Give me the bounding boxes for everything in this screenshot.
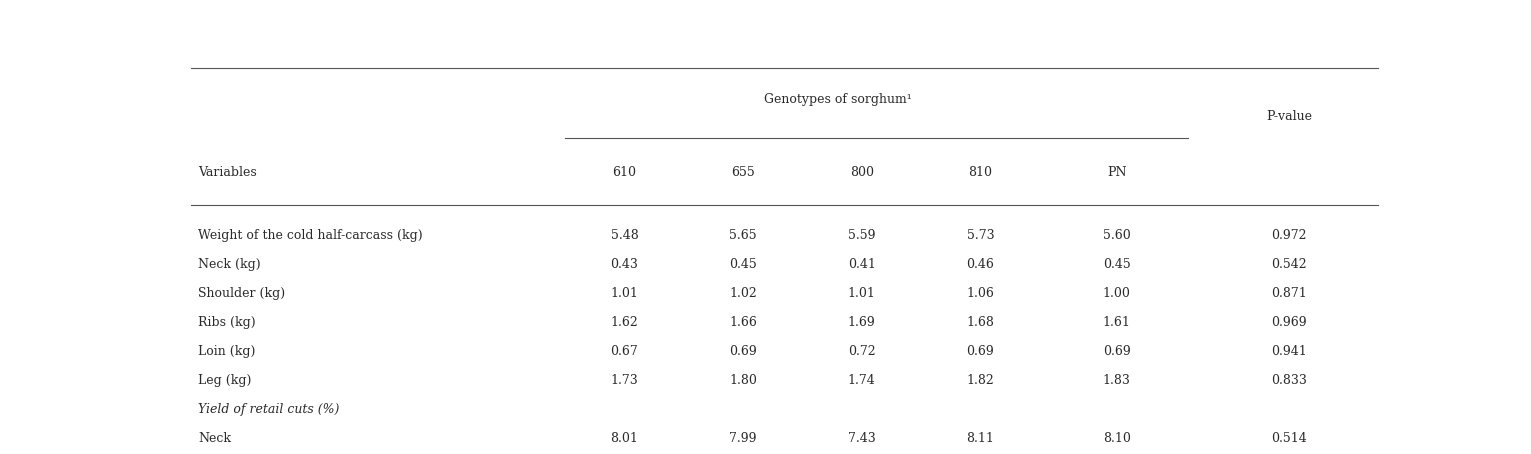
Text: 0.45: 0.45 bbox=[729, 258, 756, 271]
Text: 0.871: 0.871 bbox=[1271, 287, 1307, 300]
Text: Genotypes of sorghum¹: Genotypes of sorghum¹ bbox=[764, 93, 912, 106]
Text: Ribs (kg): Ribs (kg) bbox=[199, 316, 256, 329]
Text: 8.11: 8.11 bbox=[966, 432, 994, 445]
Text: Neck: Neck bbox=[199, 432, 231, 445]
Text: 1.00: 1.00 bbox=[1102, 287, 1131, 300]
Text: 0.542: 0.542 bbox=[1271, 258, 1307, 271]
Text: 610: 610 bbox=[612, 166, 637, 179]
Text: 5.60: 5.60 bbox=[1102, 229, 1131, 242]
Text: 1.83: 1.83 bbox=[1102, 375, 1131, 387]
Text: Loin (kg): Loin (kg) bbox=[199, 345, 256, 358]
Text: 0.67: 0.67 bbox=[611, 345, 638, 358]
Text: 655: 655 bbox=[732, 166, 755, 179]
Text: 0.72: 0.72 bbox=[848, 345, 876, 358]
Text: 1.80: 1.80 bbox=[729, 375, 756, 387]
Text: 0.46: 0.46 bbox=[966, 258, 994, 271]
Text: 0.969: 0.969 bbox=[1271, 316, 1307, 329]
Text: PN: PN bbox=[1107, 166, 1127, 179]
Text: 0.833: 0.833 bbox=[1271, 375, 1307, 387]
Text: 0.941: 0.941 bbox=[1271, 345, 1307, 358]
Text: 5.65: 5.65 bbox=[729, 229, 756, 242]
Text: 1.61: 1.61 bbox=[1102, 316, 1131, 329]
Text: 1.82: 1.82 bbox=[966, 375, 994, 387]
Text: 1.69: 1.69 bbox=[848, 316, 876, 329]
Text: 0.69: 0.69 bbox=[966, 345, 994, 358]
Text: Yield of retail cuts (%): Yield of retail cuts (%) bbox=[199, 403, 340, 416]
Text: 0.41: 0.41 bbox=[848, 258, 876, 271]
Text: 5.73: 5.73 bbox=[966, 229, 994, 242]
Text: 7.43: 7.43 bbox=[848, 432, 876, 445]
Text: Shoulder (kg): Shoulder (kg) bbox=[199, 287, 286, 300]
Text: Neck (kg): Neck (kg) bbox=[199, 258, 262, 271]
Text: 0.514: 0.514 bbox=[1271, 432, 1307, 445]
Text: Leg (kg): Leg (kg) bbox=[199, 375, 253, 387]
Text: 5.59: 5.59 bbox=[848, 229, 876, 242]
Text: 800: 800 bbox=[850, 166, 874, 179]
Text: 5.48: 5.48 bbox=[611, 229, 638, 242]
Text: 0.43: 0.43 bbox=[611, 258, 638, 271]
Text: 1.73: 1.73 bbox=[611, 375, 638, 387]
Text: Weight of the cold half-carcass (kg): Weight of the cold half-carcass (kg) bbox=[199, 229, 423, 242]
Text: 1.01: 1.01 bbox=[848, 287, 876, 300]
Text: 7.99: 7.99 bbox=[729, 432, 756, 445]
Text: 1.62: 1.62 bbox=[611, 316, 638, 329]
Text: 8.10: 8.10 bbox=[1102, 432, 1131, 445]
Text: 1.74: 1.74 bbox=[848, 375, 876, 387]
Text: 1.01: 1.01 bbox=[611, 287, 638, 300]
Text: Variables: Variables bbox=[199, 166, 257, 179]
Text: 810: 810 bbox=[969, 166, 992, 179]
Text: 8.01: 8.01 bbox=[611, 432, 638, 445]
Text: 0.972: 0.972 bbox=[1271, 229, 1306, 242]
Text: 1.68: 1.68 bbox=[966, 316, 994, 329]
Text: 0.45: 0.45 bbox=[1102, 258, 1131, 271]
Text: 1.02: 1.02 bbox=[729, 287, 756, 300]
Text: P-value: P-value bbox=[1266, 110, 1312, 123]
Text: 1.66: 1.66 bbox=[729, 316, 756, 329]
Text: 0.69: 0.69 bbox=[729, 345, 756, 358]
Text: 0.69: 0.69 bbox=[1102, 345, 1131, 358]
Text: 1.06: 1.06 bbox=[966, 287, 994, 300]
